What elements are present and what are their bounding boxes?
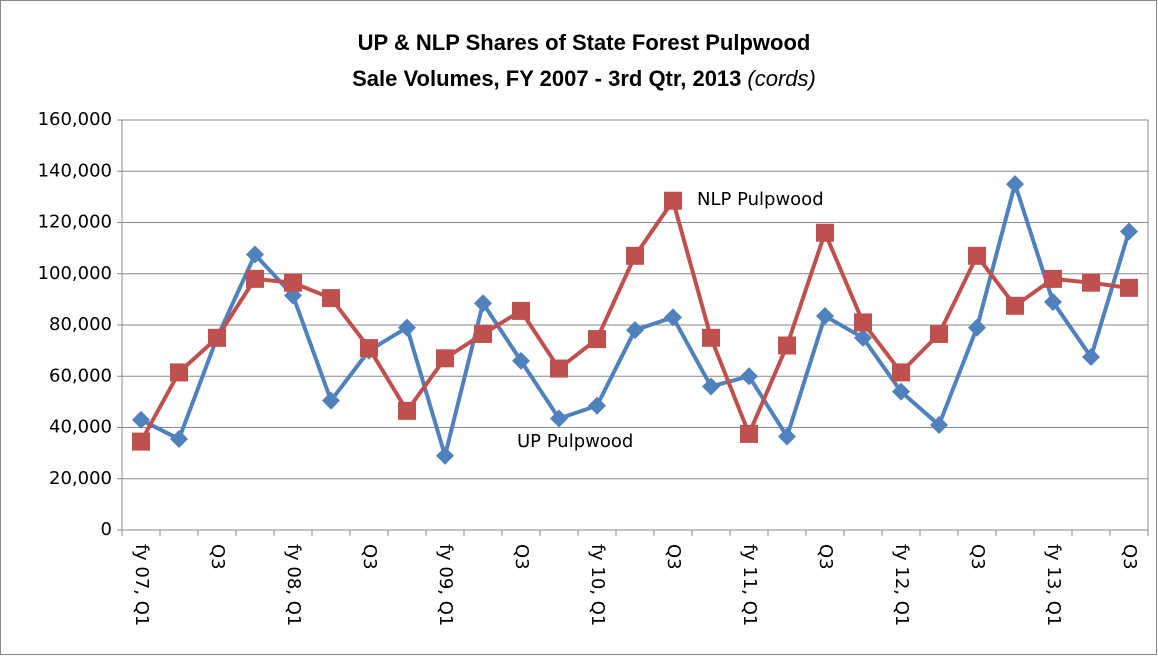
marker xyxy=(1082,348,1100,367)
marker xyxy=(816,223,834,242)
marker xyxy=(664,191,682,210)
plot-border xyxy=(121,119,1149,531)
y-tick-label: 80,000 xyxy=(49,314,112,335)
marker xyxy=(1120,222,1138,241)
x-tick-label: Q3 xyxy=(207,544,228,570)
marker xyxy=(740,367,758,386)
marker xyxy=(132,410,150,429)
marker xyxy=(246,269,264,288)
marker xyxy=(322,289,340,308)
y-tick-label: 0 xyxy=(101,519,112,540)
marker xyxy=(1044,292,1062,311)
marker xyxy=(740,424,758,443)
marker xyxy=(322,391,340,410)
series-annotation: NLP Pulpwood xyxy=(697,189,824,210)
marker xyxy=(778,336,796,355)
marker xyxy=(968,318,986,337)
x-tick-label: Q3 xyxy=(815,544,836,570)
y-tick-label: 160,000 xyxy=(38,109,112,130)
x-tick-label: Q3 xyxy=(359,544,380,570)
marker xyxy=(398,401,416,420)
chart-title-line: Sale Volumes, FY 2007 - 3rd Qtr, 2013 xyxy=(352,66,741,91)
marker xyxy=(436,349,454,368)
marker xyxy=(132,432,150,451)
series-annotation: UP Pulpwood xyxy=(517,431,633,452)
marker xyxy=(702,328,720,347)
x-tick-label: Q3 xyxy=(967,544,988,570)
marker xyxy=(854,313,872,332)
x-tick-label: Q3 xyxy=(663,544,684,570)
marker xyxy=(360,339,378,358)
y-tick-label: 40,000 xyxy=(49,417,112,438)
marker xyxy=(664,308,682,327)
y-tick-label: 100,000 xyxy=(38,263,112,284)
marker xyxy=(1006,296,1024,315)
marker xyxy=(1044,269,1062,288)
marker xyxy=(246,245,264,264)
marker xyxy=(702,377,720,396)
marker xyxy=(626,246,644,265)
marker xyxy=(778,427,796,446)
marker xyxy=(284,273,302,292)
marker xyxy=(512,301,530,320)
chart-title-unit: (cords) xyxy=(747,66,815,91)
marker xyxy=(816,307,834,326)
x-tick-label: fy 13, Q1 xyxy=(1043,544,1064,626)
marker xyxy=(170,363,188,382)
x-tick-label: Q3 xyxy=(511,544,532,570)
y-tick-label: 20,000 xyxy=(49,468,112,489)
marker xyxy=(512,351,530,370)
marker xyxy=(930,324,948,343)
x-tick-label: fy 07, Q1 xyxy=(131,544,152,626)
marker xyxy=(550,359,568,378)
x-tick-label: fy 12, Q1 xyxy=(891,544,912,626)
x-tick-label: fy 08, Q1 xyxy=(283,544,304,626)
marker xyxy=(1082,273,1100,292)
y-tick-label: 60,000 xyxy=(49,365,112,386)
x-tick-label: fy 10, Q1 xyxy=(587,544,608,626)
marker xyxy=(930,415,948,434)
marker xyxy=(854,328,872,347)
marker xyxy=(588,330,606,349)
y-tick-label: 140,000 xyxy=(38,160,112,181)
marker xyxy=(436,446,454,465)
marker xyxy=(588,396,606,415)
chart-title: Sale Volumes, FY 2007 - 3rd Qtr, 2013 (co… xyxy=(352,66,816,91)
marker xyxy=(1120,278,1138,297)
marker xyxy=(1006,175,1024,194)
marker xyxy=(170,430,188,449)
marker xyxy=(550,409,568,428)
marker xyxy=(474,324,492,343)
x-tick-label: fy 09, Q1 xyxy=(435,544,456,626)
marker xyxy=(968,246,986,265)
chart-title: UP & NLP Shares of State Forest Pulpwood xyxy=(358,30,811,55)
x-tick-label: fy 11, Q1 xyxy=(739,544,760,626)
y-tick-label: 120,000 xyxy=(38,212,112,233)
marker xyxy=(892,363,910,382)
marker xyxy=(208,328,226,347)
x-tick-label: Q3 xyxy=(1119,544,1140,570)
marker xyxy=(626,321,644,340)
marker xyxy=(892,382,910,401)
marker xyxy=(398,318,416,337)
marker xyxy=(474,294,492,313)
